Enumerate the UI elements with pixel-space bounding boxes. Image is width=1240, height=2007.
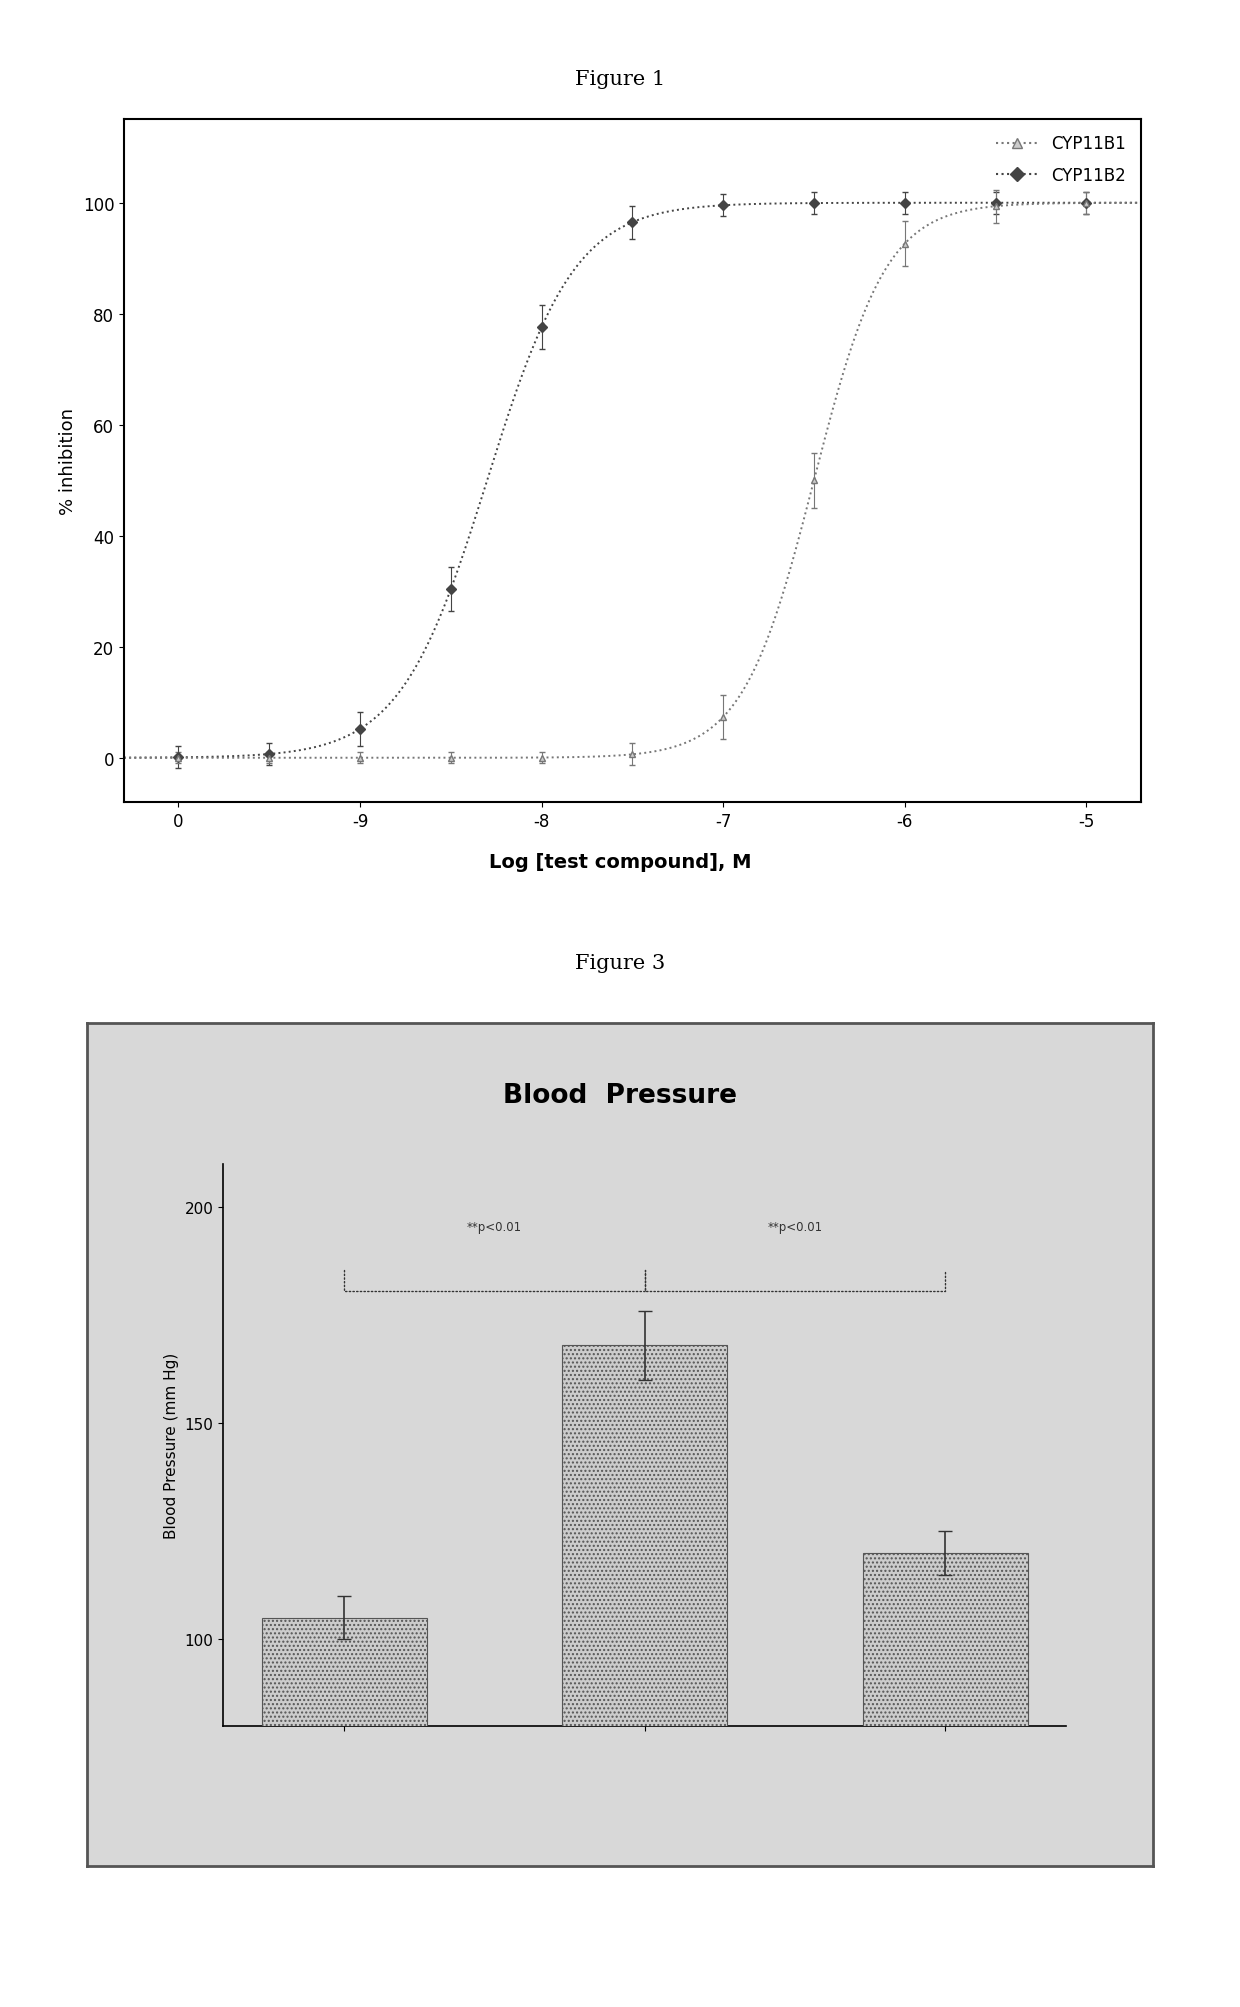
Bar <box>262 1618 427 2007</box>
Text: **p<0.01: **p<0.01 <box>467 1220 522 1232</box>
Text: Blood  Pressure: Blood Pressure <box>503 1082 737 1108</box>
Bar <box>863 1553 1028 2007</box>
Bar <box>562 1345 728 2007</box>
Text: Figure 1: Figure 1 <box>575 70 665 88</box>
Y-axis label: Blood Pressure (mm Hg): Blood Pressure (mm Hg) <box>164 1353 179 1537</box>
Text: Log [test compound], M: Log [test compound], M <box>489 853 751 871</box>
Y-axis label: % inhibition: % inhibition <box>60 407 77 516</box>
Text: **p<0.01: **p<0.01 <box>768 1220 822 1232</box>
Legend: CYP11B1, CYP11B2: CYP11B1, CYP11B2 <box>990 128 1132 191</box>
Text: Figure 3: Figure 3 <box>575 953 665 971</box>
